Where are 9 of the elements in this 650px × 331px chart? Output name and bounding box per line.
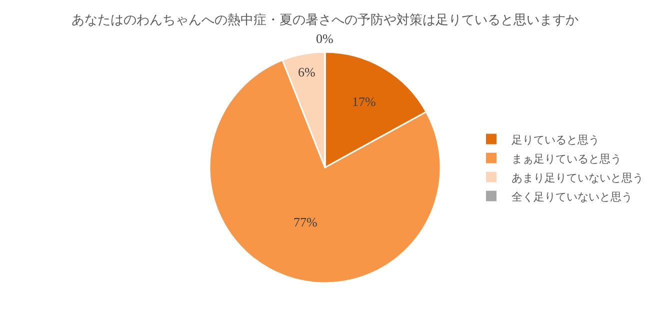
data-label: 77% <box>293 214 318 230</box>
legend-label: まぁ足りていると思う <box>511 153 622 166</box>
legend-label: あまり足りていないと思う <box>511 172 644 184</box>
text: 0% <box>316 31 334 46</box>
legend-label: 全く足りていないと思う <box>511 191 632 204</box>
chart-title: あなたはのわんちゃんへの熱中症・夏の暑さへの予防や対策は足りていると思いますか <box>72 12 578 27</box>
legend-label: 足りていると思う <box>511 134 600 146</box>
data-label: 6% <box>298 64 316 80</box>
data-label: 17% <box>352 94 376 110</box>
